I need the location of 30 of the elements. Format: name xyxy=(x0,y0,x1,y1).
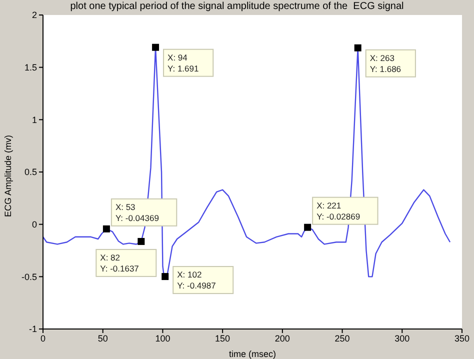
x-tick-label: 200 xyxy=(274,333,290,344)
datatip-box: X: 263 Y: 1.686 xyxy=(365,49,416,78)
y-tick-label: 0 xyxy=(32,220,37,230)
datatip-box: X: 82 Y: -0.1637 xyxy=(96,248,157,277)
datatip-box: X: 221 Y: -0.02869 xyxy=(312,196,378,225)
datatip-box: X: 102 Y: -0.4987 xyxy=(172,266,234,294)
x-tick-label: 100 xyxy=(155,333,170,344)
x-tick-label: 50 xyxy=(98,333,108,344)
annotation: X: 221 Y: -0.02869 xyxy=(316,200,360,222)
y-tick-label: 2 xyxy=(32,10,37,20)
y-tick-label: 0.5 xyxy=(24,167,37,178)
y-axis-title: ECG Amplitude (mv) xyxy=(3,134,14,217)
y-tick-label: -1 xyxy=(28,324,37,334)
x-axis-title: time (msec) xyxy=(229,349,276,359)
annotation: X: 94 Y: 1.691 xyxy=(168,52,199,74)
y-tick-label: -0.5 xyxy=(21,272,37,282)
x-tick-label: 300 xyxy=(394,333,410,344)
chart-title: plot one typical period of the signal amplitude spectrume of the ECG signal xyxy=(69,1,405,12)
x-tick-label: 0 xyxy=(40,333,46,344)
annotation: X: 82 Y: -0.1637 xyxy=(100,252,140,274)
y-tick-label: 1 xyxy=(32,114,37,125)
y-tick-label: 1.5 xyxy=(24,62,37,73)
annotation: X: 102 Y: -0.4987 xyxy=(177,270,216,291)
x-tick-label: 350 xyxy=(454,333,470,344)
x-tick-label: 150 xyxy=(215,333,230,344)
annotation: X: 263 Y: 1.686 xyxy=(370,52,402,74)
datatip-box: X: 94 Y: 1.691 xyxy=(163,48,214,77)
x-tick-label: 250 xyxy=(334,333,350,344)
annotation: X: 53 Y: -0.04369 xyxy=(115,202,160,223)
datatip-box: X: 53 Y: -0.04369 xyxy=(110,198,178,226)
